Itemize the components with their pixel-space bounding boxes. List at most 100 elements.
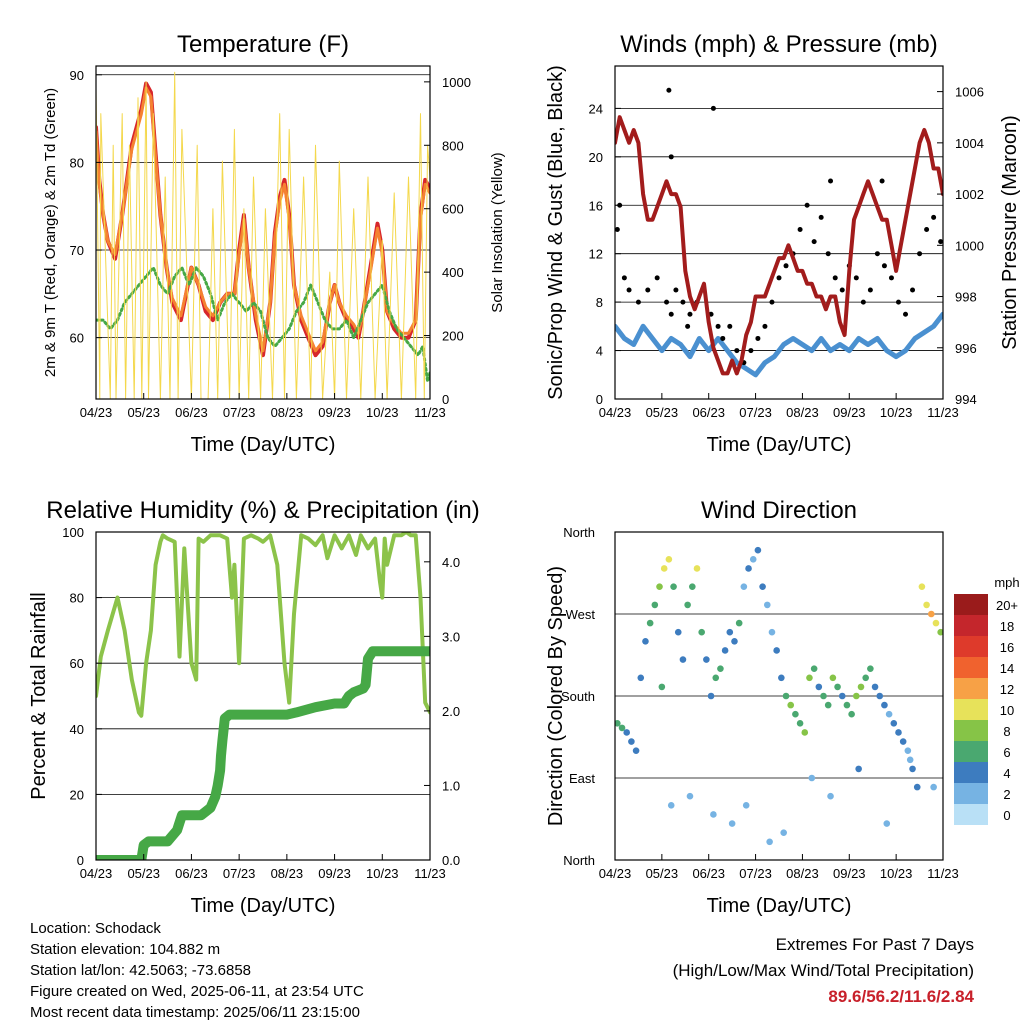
series-2-1-point-40: [881, 263, 887, 269]
ytick-label-3-3: 60: [70, 656, 84, 671]
direction-point-25: [731, 638, 738, 645]
plot-area-2: [615, 87, 943, 378]
direction-point-76: [855, 765, 862, 773]
station-info: Location: Schodack Station elevation: 10…: [30, 918, 364, 1023]
series-2-1-point-43: [903, 311, 909, 317]
ytick-label-2-2: 8: [596, 295, 603, 310]
legend-swatch-7: [954, 741, 988, 762]
direction-point-69: [937, 628, 943, 636]
series-1-3-line: [96, 71, 430, 399]
direction-point-26: [735, 619, 743, 627]
series-1-1-line: [96, 86, 430, 353]
y2tick-label-3-4: 4.0: [442, 555, 460, 570]
direction-point-78: [930, 783, 937, 791]
series-2-1-point-6: [654, 275, 660, 281]
legend-swatch-10: [954, 804, 988, 825]
direction-point-80: [742, 802, 750, 809]
series-2-1-point-37: [860, 299, 866, 305]
direction-point-45: [824, 701, 832, 709]
y2tick-label-3-2: 2.0: [442, 704, 460, 719]
series-2-1-point-0: [615, 226, 620, 232]
recent-timestamp: Most recent data timestamp: 2025/06/11 2…: [30, 1004, 360, 1021]
series-2-1-point-3: [626, 287, 632, 293]
y2tick-label-1-1: 200: [442, 329, 464, 344]
direction-point-10: [660, 565, 668, 572]
y2tick-label-1-4: 800: [442, 138, 464, 153]
xtick-label-2-2: 06/23: [692, 405, 725, 420]
xtick-label-4-3: 07/23: [739, 866, 772, 881]
series-1-2-line: [96, 266, 430, 383]
legend-swatch-3: [954, 657, 988, 678]
direction-point-77: [906, 756, 914, 764]
direction-point-83: [883, 820, 891, 827]
xtick-label-3-6: 10/23: [366, 866, 399, 881]
ytick-label-4-4: North: [563, 525, 595, 540]
series-2-1-point-19: [734, 348, 740, 354]
y2tick-label-1-0: 0: [442, 392, 449, 407]
direction-point-53: [862, 674, 869, 682]
direction-point-31: [759, 583, 766, 590]
direction-point-41: [806, 674, 813, 682]
series-2-1-point-34: [839, 287, 845, 293]
direction-point-13: [674, 628, 682, 636]
direction-point-49: [843, 701, 851, 709]
direction-point-16: [689, 583, 696, 590]
direction-point-40: [801, 729, 809, 736]
legend-swatch-8: [954, 762, 988, 783]
xtick-label-4-1: 05/23: [646, 866, 679, 881]
series-2-2-line: [615, 115, 943, 376]
ytick-label-4-2: South: [561, 689, 595, 704]
series-2-1-point-21: [748, 348, 754, 354]
direction-point-82: [827, 792, 834, 800]
ytick-label-1-0: 60: [70, 331, 84, 346]
series-2-1-point-33: [832, 275, 838, 281]
legend-title: mph: [994, 575, 1019, 590]
panel-title-1: Temperature (F): [177, 31, 349, 58]
series-2-1-point-49: [666, 87, 672, 93]
xtick-label-1-2: 06/23: [175, 405, 208, 420]
y-axis-title-3: Percent & Total Rainfall: [28, 592, 50, 800]
xtick-label-1-0: 04/23: [80, 405, 113, 420]
xtick-label-1-5: 09/23: [318, 405, 351, 420]
direction-point-55: [871, 683, 879, 691]
xtick-label-1-6: 10/23: [366, 405, 399, 420]
direction-point-63: [909, 765, 916, 773]
y2tick-label-2-4: 1002: [955, 187, 984, 202]
series-2-1-point-29: [804, 202, 810, 208]
y-axis-title-2: Sonic/Prop Wind & Gust (Blue, Black): [545, 65, 567, 400]
xtick-label-3-1: 05/23: [127, 866, 160, 881]
series-2-1-point-5: [645, 287, 651, 293]
y2tick-label-2-6: 1006: [955, 85, 984, 100]
legend-label-10: 0: [1003, 808, 1010, 823]
xtick-label-3-3: 07/23: [223, 866, 256, 881]
series-2-1-point-36: [853, 275, 859, 281]
plot-frame-1: [95, 65, 431, 400]
legend-label-3: 14: [1000, 661, 1014, 676]
direction-point-22: [717, 665, 724, 672]
direction-point-12: [670, 583, 677, 590]
xtick-label-4-5: 09/23: [833, 866, 866, 881]
series-2-1-point-47: [931, 214, 937, 220]
xtick-label-4-2: 06/23: [692, 866, 725, 881]
series-2-1-point-8: [668, 311, 674, 317]
series-2-1-point-2: [621, 275, 627, 281]
direction-point-39: [796, 720, 804, 727]
ytick-label-2-4: 16: [589, 198, 603, 213]
xtick-label-1-4: 08/23: [271, 405, 304, 420]
direction-point-74: [780, 829, 787, 836]
series-2-1-point-31: [818, 214, 824, 220]
direction-point-79: [658, 683, 666, 691]
series-2-1-point-38: [867, 287, 873, 293]
direction-point-19: [703, 656, 710, 663]
xtick-label-2-7: 11/23: [927, 405, 959, 420]
xtick-label-4-7: 11/23: [927, 866, 959, 881]
direction-point-17: [693, 565, 701, 572]
y2tick-label-2-2: 998: [955, 290, 977, 305]
direction-point-68: [932, 619, 940, 627]
direction-point-50: [848, 710, 855, 718]
plot-frame-3: [95, 531, 431, 861]
extremes-subtitle: (High/Low/Max Wind/Total Precipitation): [672, 961, 974, 980]
legend-swatch-6: [954, 720, 988, 741]
direction-point-72: [710, 811, 717, 818]
series-2-1-point-11: [685, 323, 691, 329]
